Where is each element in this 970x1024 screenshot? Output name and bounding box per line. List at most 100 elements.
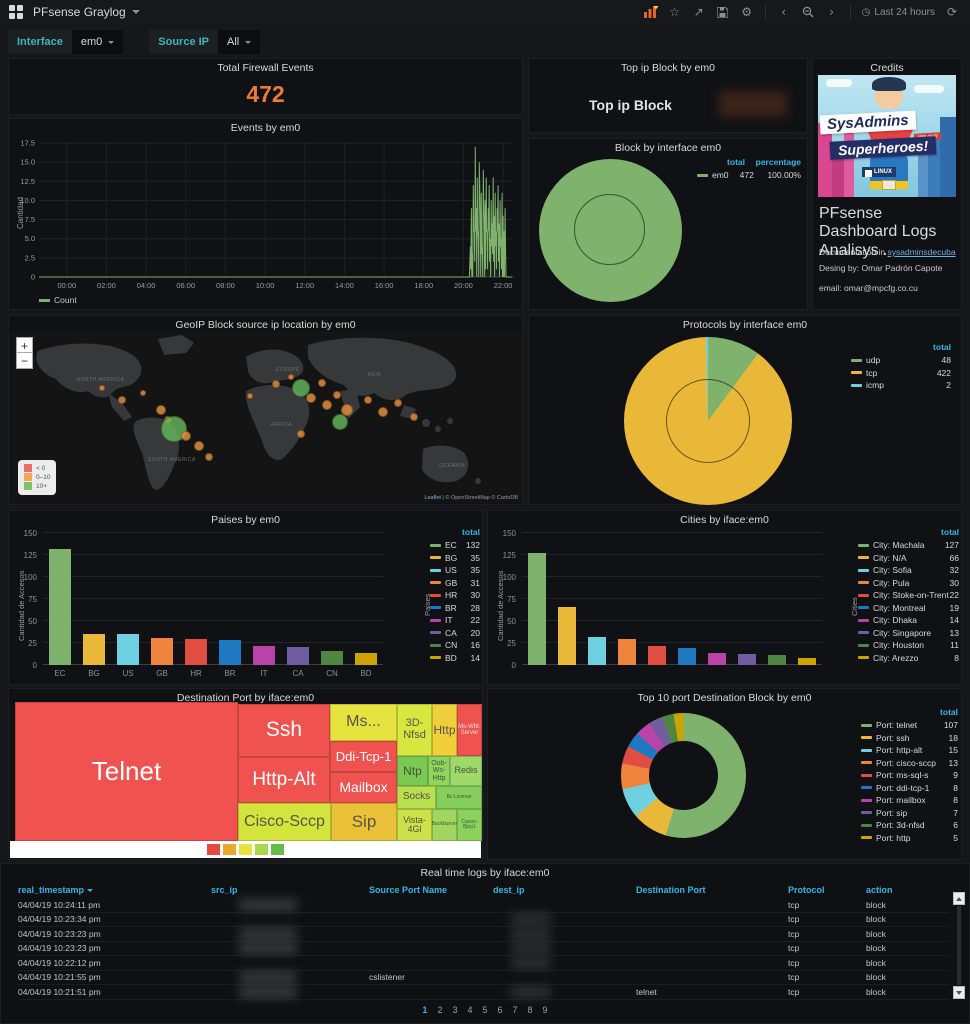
paises-legend-row[interactable]: GB 31 [430, 578, 480, 588]
top10-legend-row[interactable]: Port: 3d-nfsd 6 [861, 820, 958, 830]
treemap-box-http[interactable]: Http [432, 704, 457, 756]
cities-legend-row[interactable]: City: Montreal 19 [858, 603, 959, 613]
paises-legend-row[interactable]: CN 16 [430, 640, 480, 650]
panel-title[interactable]: Destination Port by iface:em0 [176, 692, 315, 704]
top10-legend-row[interactable]: Port: ssh 18 [861, 733, 958, 743]
treemap-box-telnet[interactable]: Telnet [15, 702, 238, 841]
panel-title[interactable]: Events by em0 [230, 122, 301, 134]
panel-title[interactable]: Credits [870, 62, 904, 74]
panel-title[interactable]: Real time logs by iface:em0 [420, 867, 550, 879]
map-point-green[interactable] [331, 414, 348, 431]
table-scrollbar[interactable] [953, 892, 965, 999]
logs-header-protocol[interactable]: Protocol [788, 885, 825, 895]
map-point-orange[interactable] [321, 399, 332, 410]
legend-header-total[interactable]: total [941, 527, 959, 537]
dashboard-title-caret-icon[interactable] [131, 10, 140, 14]
map-point-orange[interactable] [297, 430, 306, 439]
paises-legend-row[interactable]: BR 28 [430, 603, 480, 613]
top10-legend-row[interactable]: Port: mailbox 8 [861, 795, 958, 805]
add-panel-icon[interactable] [641, 3, 661, 21]
panel-title[interactable]: Cities by iface:em0 [680, 514, 769, 526]
map-point-orange[interactable] [341, 404, 354, 417]
panel-title[interactable]: Protocols by interface em0 [682, 319, 808, 331]
treemap-box-ntp[interactable]: Ntp [397, 756, 428, 786]
legend-header-total[interactable]: total [933, 342, 951, 352]
page-4[interactable]: 4 [467, 1005, 473, 1015]
logs-header-source-port-name[interactable]: Source Port Name [369, 885, 448, 895]
legend-header-total[interactable]: total [940, 707, 958, 717]
map-point-orange[interactable] [378, 406, 389, 417]
star-icon[interactable]: ☆ [669, 5, 681, 19]
treemap-box-mailbox[interactable]: Mailbox [330, 772, 397, 803]
paises-legend-row[interactable]: EC 132 [430, 540, 480, 550]
map-zoom-out-button[interactable]: − [16, 353, 33, 369]
treemap-box-ms-wbt-server[interactable]: Ms-Wbt-Server [457, 704, 482, 756]
treemap-box-oob-ws-http[interactable]: Oob-Ws-Http [428, 756, 450, 786]
paises-legend-row[interactable]: IT 22 [430, 615, 480, 625]
top10-legend-row[interactable]: Port: ddi-tcp-1 8 [861, 783, 958, 793]
cities-legend-row[interactable]: City: Stoke-on-Trent 22 [858, 590, 959, 600]
page-2[interactable]: 2 [437, 1005, 443, 1015]
sysadminsdecuba-link[interactable]: sysadminsdecuba [887, 247, 956, 257]
map-point-orange[interactable] [271, 380, 280, 389]
map-point-orange[interactable] [394, 399, 403, 408]
scrollbar-track[interactable] [957, 906, 961, 985]
map-point-orange[interactable] [333, 390, 342, 399]
treemap-box-ms-[interactable]: Ms... [330, 704, 397, 741]
protocols-legend-row[interactable]: tcp 422 [851, 368, 951, 378]
map-point-orange[interactable] [363, 395, 372, 404]
share-icon[interactable]: ↗ [693, 5, 704, 19]
map-point-orange[interactable] [247, 393, 254, 400]
interface-dropdown[interactable]: em0 [71, 30, 124, 54]
time-forward-icon[interactable]: › [829, 5, 835, 19]
logs-header-action[interactable]: action [866, 885, 893, 895]
treemap-box-canon-bjnp1[interactable]: Canon-Bjnp1 [457, 809, 482, 841]
cities-legend-row[interactable]: City: Houston 11 [858, 640, 959, 650]
legend-header-percentage[interactable]: percentage [755, 157, 801, 167]
treemap-box-http-alt[interactable]: Http-Alt [238, 757, 330, 803]
panel-title[interactable]: Top ip Block by em0 [621, 62, 715, 74]
paises-legend-row[interactable]: US 35 [430, 565, 480, 575]
treemap-box-3d-nfsd[interactable]: 3D-Nfsd [397, 704, 432, 756]
cities-legend-row[interactable]: City: Singapore 13 [858, 628, 959, 638]
cities-legend-row[interactable]: City: Arezzo 8 [858, 653, 959, 663]
dashboard-title[interactable]: PFsense Graylog [33, 5, 126, 19]
refresh-icon[interactable]: ⟳ [946, 5, 958, 19]
top10-legend-row[interactable]: Port: telnet 107 [861, 720, 958, 730]
zoom-out-icon[interactable] [798, 3, 818, 21]
treemap-box-sip[interactable]: Sip [331, 803, 397, 841]
map-point-orange[interactable] [409, 413, 418, 421]
treemap-box-ssh[interactable]: Ssh [238, 704, 330, 757]
map-point-orange[interactable] [205, 452, 214, 461]
paises-legend-row[interactable]: BG 35 [430, 553, 480, 563]
cities-legend-row[interactable]: City: Machala 127 [858, 540, 959, 550]
map-point-orange[interactable] [306, 393, 317, 404]
map-point-orange[interactable] [139, 389, 146, 396]
cities-legend-row[interactable]: City: Dhaka 14 [858, 615, 959, 625]
legend-header-total[interactable]: total [462, 527, 480, 537]
panel-title[interactable]: Top 10 port Destination Block by em0 [637, 692, 812, 704]
map-point-orange[interactable] [118, 395, 127, 404]
map-point-orange[interactable] [98, 384, 105, 391]
grafana-menu-icon[interactable] [9, 5, 23, 19]
top10-legend-row[interactable]: Port: http 5 [861, 833, 958, 843]
treemap-box-cisco-sccp[interactable]: Cisco-Sccp [238, 803, 331, 841]
panel-title[interactable]: Total Firewall Events [217, 62, 314, 74]
logs-header-real-timestamp[interactable]: real_timestamp [18, 885, 211, 895]
map-point-orange[interactable] [155, 405, 166, 416]
map-point-orange[interactable] [317, 378, 326, 387]
scroll-down-button[interactable] [953, 986, 965, 999]
panel-title[interactable]: GeoIP Block source ip location by em0 [175, 319, 356, 331]
map-zoom-in-button[interactable]: + [16, 337, 33, 353]
page-3[interactable]: 3 [452, 1005, 458, 1015]
protocols-legend-row[interactable]: icmp 2 [851, 380, 951, 390]
logs-header-destination-port[interactable]: Destination Port [636, 885, 706, 895]
top10-legend-row[interactable]: Port: sip 7 [861, 808, 958, 818]
legend-header-total[interactable]: total [727, 157, 745, 167]
logs-header-src-ip[interactable]: src_ip [211, 885, 238, 895]
save-icon[interactable] [713, 3, 733, 21]
treemap-box-bc-license[interactable]: Bc-License [436, 786, 482, 809]
page-5[interactable]: 5 [482, 1005, 488, 1015]
protocols-legend-row[interactable]: udp 48 [851, 355, 951, 365]
panel-title[interactable]: Paises by em0 [211, 514, 280, 526]
